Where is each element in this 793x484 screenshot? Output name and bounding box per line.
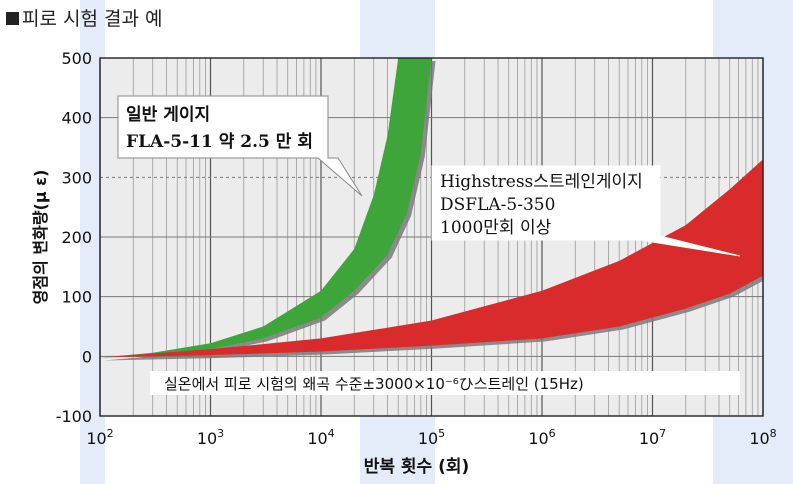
red-callout-bubble bbox=[431, 165, 741, 257]
y-tick-label: -100 bbox=[56, 407, 92, 426]
red-callout-line3: 1000만회 이상 bbox=[440, 218, 552, 238]
x-tick-label: 108 bbox=[749, 427, 776, 448]
x-tick-label: 103 bbox=[197, 427, 224, 448]
green-callout-line2: FLA-5-11 약 2.5 만 회 bbox=[126, 131, 313, 152]
heading-text: 피로 시험 결과 예 bbox=[22, 8, 163, 30]
note-background bbox=[150, 371, 740, 395]
y-tick-label: 500 bbox=[61, 49, 92, 68]
red-callout-line2: DSFLA-5-350 bbox=[440, 195, 555, 215]
red-callout-line1: Highstress스트레인게이지 bbox=[440, 172, 643, 192]
y-axis-label: 영점의 변화량(μ ε) bbox=[31, 170, 50, 305]
x-tick-label: 107 bbox=[639, 427, 666, 448]
heading-square-icon bbox=[6, 12, 19, 25]
highstress-gauge-band bbox=[100, 159, 763, 358]
x-tick-label: 104 bbox=[307, 427, 334, 448]
y-tick-label: 200 bbox=[61, 228, 92, 247]
x-tick-label: 106 bbox=[528, 427, 555, 448]
y-tick-label: 100 bbox=[61, 288, 92, 307]
y-tick-label: 400 bbox=[61, 109, 92, 128]
x-tick-label: 102 bbox=[86, 427, 113, 448]
plot-border bbox=[99, 57, 764, 417]
y-tick-label: 300 bbox=[61, 168, 92, 187]
general-gauge-band bbox=[100, 58, 432, 358]
x-tick-label: 105 bbox=[418, 427, 445, 448]
chart-heading: 피로 시험 결과 예 bbox=[6, 4, 162, 31]
x-axis-label: 반복 횟수 (회) bbox=[364, 457, 470, 477]
y-tick-label: 0 bbox=[82, 347, 92, 366]
test-condition-note: 실온에서 피로 시험의 왜곡 수준±3000×10⁻⁶ひ스트레인 (15Hz) bbox=[164, 375, 584, 393]
green-callout-bubble bbox=[117, 95, 363, 197]
green-callout-line1: 일반 게이지 bbox=[126, 105, 210, 125]
